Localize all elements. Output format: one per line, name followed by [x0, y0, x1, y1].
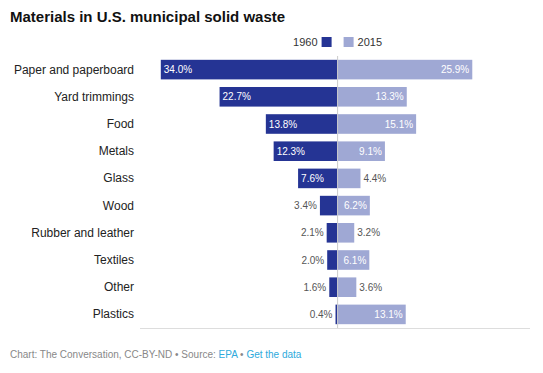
legend-swatch — [322, 37, 332, 47]
bar — [161, 60, 338, 80]
data-label: 34.0% — [164, 64, 192, 75]
category-label: Glass — [103, 171, 134, 185]
data-label: 13.8% — [269, 119, 297, 130]
bar — [338, 141, 385, 161]
bar — [338, 60, 473, 80]
bar — [338, 87, 407, 107]
data-label: 6.1% — [344, 255, 367, 266]
data-label: 1.6% — [303, 282, 326, 293]
footnote: Chart: The Conversation, CC-BY-ND • Sour… — [10, 349, 302, 360]
bar — [338, 277, 357, 297]
bar — [329, 277, 337, 297]
category-label: Metals — [99, 144, 134, 158]
bar — [338, 196, 370, 216]
bar — [327, 250, 337, 270]
data-label: 15.1% — [385, 119, 413, 130]
data-label: 7.6% — [301, 173, 324, 184]
data-label: 2.1% — [301, 227, 324, 238]
legend-label: 2015 — [358, 36, 382, 48]
bar — [338, 250, 370, 270]
labels: Paper and paperboard Yard trimmings Food Me… — [14, 63, 469, 322]
category-label: Plastics — [93, 307, 134, 321]
data-label: 25.9% — [441, 64, 469, 75]
data-label: 22.7% — [223, 91, 251, 102]
category-label: Yard trimmings — [54, 90, 134, 104]
chart: Materials in U.S. municipal solid waste 1… — [0, 0, 543, 373]
title: Materials in U.S. municipal solid waste — [10, 8, 285, 25]
category-label: Paper and paperboard — [14, 63, 134, 77]
footnote-part: Chart: The Conversation, CC-BY-ND • Sour… — [10, 349, 219, 360]
bars — [161, 60, 472, 324]
bar — [338, 305, 406, 325]
data-label: 3.6% — [359, 282, 382, 293]
bar — [220, 87, 338, 107]
category-label: Other — [104, 280, 134, 294]
legend-entry: 2015 — [344, 36, 382, 48]
bar — [298, 169, 338, 189]
x-axis-line — [140, 328, 530, 329]
category-label: Food — [107, 117, 134, 131]
legend-entry: 1960 — [293, 36, 331, 48]
data-label: 9.1% — [359, 146, 382, 157]
data-label: 6.2% — [344, 200, 367, 211]
category-label: Textiles — [94, 253, 134, 267]
bar — [266, 114, 338, 134]
bar — [327, 223, 338, 243]
data-label: 12.3% — [277, 146, 305, 157]
bar — [338, 114, 417, 134]
zero-line — [337, 56, 338, 328]
data-label: 3.4% — [294, 200, 317, 211]
legend-swatch — [344, 37, 354, 47]
bar — [274, 141, 338, 161]
footnote-part: Get the data — [246, 349, 301, 360]
footnote-part: EPA — [219, 349, 239, 360]
data-label: 13.3% — [375, 91, 403, 102]
data-label: 0.4% — [310, 309, 333, 320]
bar — [338, 169, 361, 189]
bar — [320, 196, 338, 216]
category-label: Rubber and leather — [31, 226, 134, 240]
data-label: 3.2% — [357, 227, 380, 238]
data-label: 13.1% — [374, 309, 402, 320]
bar — [338, 223, 355, 243]
footnote-part: • — [237, 349, 246, 360]
data-label: 2.0% — [301, 255, 324, 266]
data-label: 4.4% — [363, 173, 386, 184]
legend-label: 1960 — [293, 36, 317, 48]
category-label: Wood — [103, 199, 134, 213]
